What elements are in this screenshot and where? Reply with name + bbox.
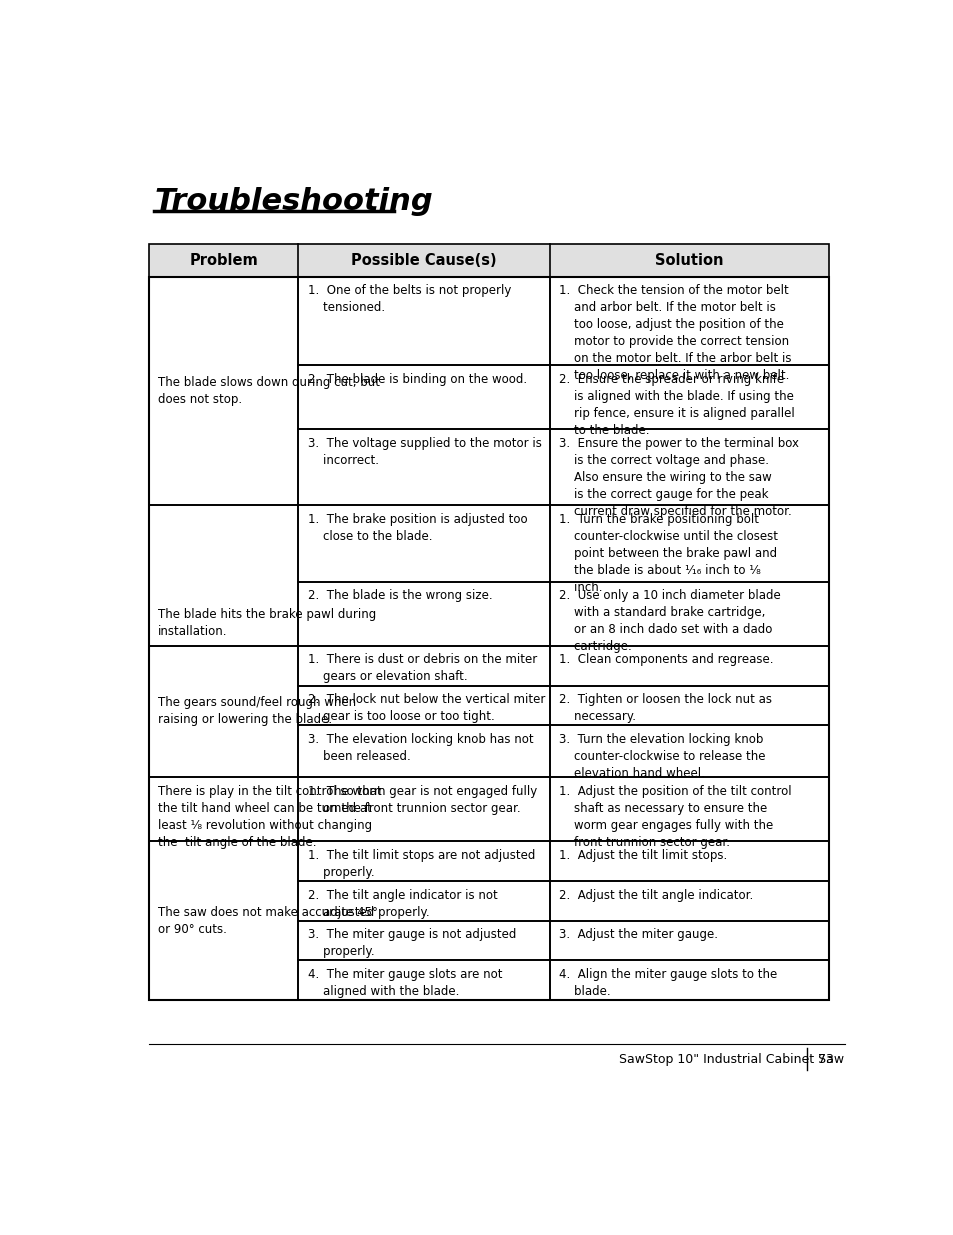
Bar xyxy=(550,366,828,430)
Bar xyxy=(550,505,828,582)
Bar xyxy=(550,841,828,881)
Text: 3.  Turn the elevation locking knob
    counter-clockwise to release the
    ele: 3. Turn the elevation locking knob count… xyxy=(558,732,765,781)
Bar xyxy=(298,685,550,725)
Text: 1.  The worm gear is not engaged fully
    on the front trunnion sector gear.: 1. The worm gear is not engaged fully on… xyxy=(308,784,537,815)
Text: Troubleshooting: Troubleshooting xyxy=(154,186,433,216)
Bar xyxy=(298,366,550,430)
Text: 1.  Adjust the position of the tilt control
    shaft as necessary to ensure the: 1. Adjust the position of the tilt contr… xyxy=(558,784,791,848)
Bar xyxy=(550,881,828,920)
Text: 1.  The tilt limit stops are not adjusted
    properly.: 1. The tilt limit stops are not adjusted… xyxy=(308,848,535,879)
Text: There is play in the tilt control so that
the tilt hand wheel can be turned at
l: There is play in the tilt control so tha… xyxy=(158,784,381,848)
Text: 1.  There is dust or debris on the miter
    gears or elevation shaft.: 1. There is dust or debris on the miter … xyxy=(308,653,537,683)
Text: 2.  The blade is binding on the wood.: 2. The blade is binding on the wood. xyxy=(308,373,526,385)
Text: 2.  Use only a 10 inch diameter blade
    with a standard brake cartridge,
    o: 2. Use only a 10 inch diameter blade wit… xyxy=(558,589,781,653)
Text: SawStop 10" Industrial Cabinet Saw: SawStop 10" Industrial Cabinet Saw xyxy=(618,1052,843,1066)
Bar xyxy=(298,582,550,646)
Bar xyxy=(149,277,828,1000)
Bar xyxy=(550,725,828,777)
Text: 3.  The miter gauge is not adjusted
    properly.: 3. The miter gauge is not adjusted prope… xyxy=(308,929,516,958)
Text: 3.  Adjust the miter gauge.: 3. Adjust the miter gauge. xyxy=(558,929,718,941)
Bar xyxy=(149,841,298,1000)
Text: 73: 73 xyxy=(818,1052,833,1066)
Text: 1.  Turn the brake positioning bolt
    counter-clockwise until the closest
    : 1. Turn the brake positioning bolt count… xyxy=(558,514,778,594)
Bar xyxy=(550,961,828,1000)
Text: 3.  Ensure the power to the terminal box
    is the correct voltage and phase.
 : 3. Ensure the power to the terminal box … xyxy=(558,437,799,517)
Text: 2.  The lock nut below the vertical miter
    gear is too loose or too tight.: 2. The lock nut below the vertical miter… xyxy=(308,693,544,724)
Text: 1.  Check the tension of the motor belt
    and arbor belt. If the motor belt is: 1. Check the tension of the motor belt a… xyxy=(558,284,791,383)
Bar xyxy=(149,245,828,277)
Text: 3.  The elevation locking knob has not
    been released.: 3. The elevation locking knob has not be… xyxy=(308,732,533,763)
Bar xyxy=(298,841,550,881)
Text: 1.  Clean components and regrease.: 1. Clean components and regrease. xyxy=(558,653,773,667)
Bar xyxy=(550,430,828,505)
Text: Problem: Problem xyxy=(189,253,257,268)
Bar xyxy=(550,646,828,685)
Bar xyxy=(298,646,550,685)
Text: 4.  Align the miter gauge slots to the
    blade.: 4. Align the miter gauge slots to the bl… xyxy=(558,968,777,998)
Bar xyxy=(550,777,828,841)
Bar xyxy=(149,505,298,646)
Bar xyxy=(298,920,550,961)
Bar xyxy=(550,277,828,366)
Bar xyxy=(298,961,550,1000)
Bar xyxy=(298,277,550,366)
Bar xyxy=(298,777,550,841)
Text: The blade slows down during cut, but
does not stop.: The blade slows down during cut, but doe… xyxy=(158,377,379,406)
Bar xyxy=(149,646,298,777)
Text: 1.  One of the belts is not properly
    tensioned.: 1. One of the belts is not properly tens… xyxy=(308,284,511,315)
Text: Solution: Solution xyxy=(655,253,723,268)
Text: Possible Cause(s): Possible Cause(s) xyxy=(351,253,497,268)
Bar xyxy=(550,685,828,725)
Text: 3.  The voltage supplied to the motor is
    incorrect.: 3. The voltage supplied to the motor is … xyxy=(308,437,541,467)
Bar xyxy=(149,777,298,841)
Text: The saw does not make accurate 45°
or 90° cuts.: The saw does not make accurate 45° or 90… xyxy=(158,905,377,936)
Bar xyxy=(149,245,828,277)
Text: 2.  Adjust the tilt angle indicator.: 2. Adjust the tilt angle indicator. xyxy=(558,889,753,902)
Text: 1.  The brake position is adjusted too
    close to the blade.: 1. The brake position is adjusted too cl… xyxy=(308,514,527,543)
Text: The gears sound/feel rough when
raising or lowering the blade.: The gears sound/feel rough when raising … xyxy=(158,697,355,726)
Bar xyxy=(550,920,828,961)
Text: 4.  The miter gauge slots are not
    aligned with the blade.: 4. The miter gauge slots are not aligned… xyxy=(308,968,501,998)
Bar xyxy=(298,430,550,505)
Text: 2.  The tilt angle indicator is not
    adjusted properly.: 2. The tilt angle indicator is not adjus… xyxy=(308,889,497,919)
Text: 2.  Ensure the spreader or riving knife
    is aligned with the blade. If using : 2. Ensure the spreader or riving knife i… xyxy=(558,373,795,437)
Bar xyxy=(149,277,298,505)
Text: 2.  Tighten or loosen the lock nut as
    necessary.: 2. Tighten or loosen the lock nut as nec… xyxy=(558,693,772,724)
Text: The blade hits the brake pawl during
installation.: The blade hits the brake pawl during ins… xyxy=(158,608,375,638)
Bar xyxy=(298,505,550,582)
Bar xyxy=(298,725,550,777)
Text: 2.  The blade is the wrong size.: 2. The blade is the wrong size. xyxy=(308,589,492,603)
Bar xyxy=(298,881,550,920)
Text: 1.  Adjust the tilt limit stops.: 1. Adjust the tilt limit stops. xyxy=(558,848,727,862)
Bar xyxy=(550,582,828,646)
